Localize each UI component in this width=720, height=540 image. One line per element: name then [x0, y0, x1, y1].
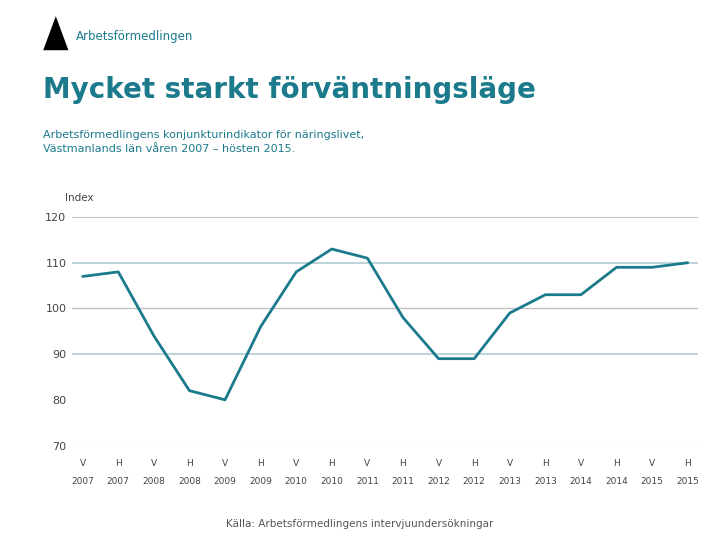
Text: 2009: 2009	[249, 477, 272, 486]
Text: 2014: 2014	[570, 477, 593, 486]
Text: V: V	[80, 459, 86, 468]
Text: H: H	[684, 459, 691, 468]
Text: 2011: 2011	[392, 477, 415, 486]
Text: V: V	[364, 459, 371, 468]
Text: 2013: 2013	[534, 477, 557, 486]
Text: 2014: 2014	[606, 477, 628, 486]
Text: 2013: 2013	[498, 477, 521, 486]
Text: H: H	[400, 459, 406, 468]
Text: H: H	[471, 459, 477, 468]
Text: 2007: 2007	[107, 477, 130, 486]
Text: V: V	[436, 459, 441, 468]
Text: Arbetsförmedlingen: Arbetsförmedlingen	[76, 30, 193, 44]
Text: Index: Index	[65, 193, 94, 204]
Text: 2012: 2012	[463, 477, 485, 486]
Text: V: V	[222, 459, 228, 468]
Text: H: H	[613, 459, 620, 468]
Text: 2010: 2010	[320, 477, 343, 486]
Text: 2015: 2015	[641, 477, 664, 486]
Text: H: H	[257, 459, 264, 468]
Text: Mycket starkt förväntningsläge: Mycket starkt förväntningsläge	[43, 76, 536, 104]
Text: Källa: Arbetsförmedlingens intervjuundersökningar: Källa: Arbetsförmedlingens intervjuunder…	[226, 519, 494, 529]
Text: 2008: 2008	[178, 477, 201, 486]
Text: 2010: 2010	[285, 477, 307, 486]
Text: H: H	[186, 459, 193, 468]
Text: 2009: 2009	[214, 477, 236, 486]
Text: V: V	[649, 459, 655, 468]
Text: H: H	[328, 459, 336, 468]
Polygon shape	[43, 16, 68, 50]
Text: V: V	[150, 459, 157, 468]
Text: 2007: 2007	[71, 477, 94, 486]
Text: 2011: 2011	[356, 477, 379, 486]
Text: 2012: 2012	[427, 477, 450, 486]
Text: Arbetsförmedlingens konjunkturindikator för näringslivet,
Västmanlands län våren: Arbetsförmedlingens konjunkturindikator …	[43, 130, 364, 153]
Text: 2015: 2015	[676, 477, 699, 486]
Text: 2008: 2008	[143, 477, 166, 486]
Text: V: V	[293, 459, 300, 468]
Text: H: H	[115, 459, 122, 468]
Text: V: V	[578, 459, 584, 468]
Text: H: H	[542, 459, 549, 468]
Text: V: V	[507, 459, 513, 468]
